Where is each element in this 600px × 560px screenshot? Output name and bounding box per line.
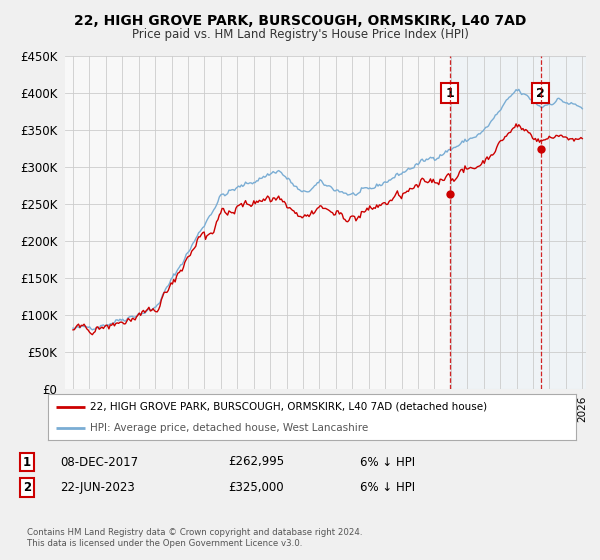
- Text: 2: 2: [23, 480, 31, 494]
- Bar: [449, 56, 586, 389]
- Text: £325,000: £325,000: [228, 480, 284, 494]
- Text: Contains HM Land Registry data © Crown copyright and database right 2024.
This d: Contains HM Land Registry data © Crown c…: [27, 528, 362, 548]
- Text: Price paid vs. HM Land Registry's House Price Index (HPI): Price paid vs. HM Land Registry's House …: [131, 28, 469, 41]
- Text: 2: 2: [536, 87, 545, 100]
- Text: 22, HIGH GROVE PARK, BURSCOUGH, ORMSKIRK, L40 7AD (detached house): 22, HIGH GROVE PARK, BURSCOUGH, ORMSKIRK…: [90, 402, 487, 412]
- Text: 1: 1: [23, 455, 31, 469]
- Text: HPI: Average price, detached house, West Lancashire: HPI: Average price, detached house, West…: [90, 423, 368, 433]
- Text: 08-DEC-2017: 08-DEC-2017: [60, 455, 138, 469]
- Text: 22-JUN-2023: 22-JUN-2023: [60, 480, 135, 494]
- Text: 22, HIGH GROVE PARK, BURSCOUGH, ORMSKIRK, L40 7AD: 22, HIGH GROVE PARK, BURSCOUGH, ORMSKIRK…: [74, 14, 526, 28]
- Text: 6% ↓ HPI: 6% ↓ HPI: [360, 455, 415, 469]
- Text: 1: 1: [445, 87, 454, 100]
- Text: £262,995: £262,995: [228, 455, 284, 469]
- Text: 6% ↓ HPI: 6% ↓ HPI: [360, 480, 415, 494]
